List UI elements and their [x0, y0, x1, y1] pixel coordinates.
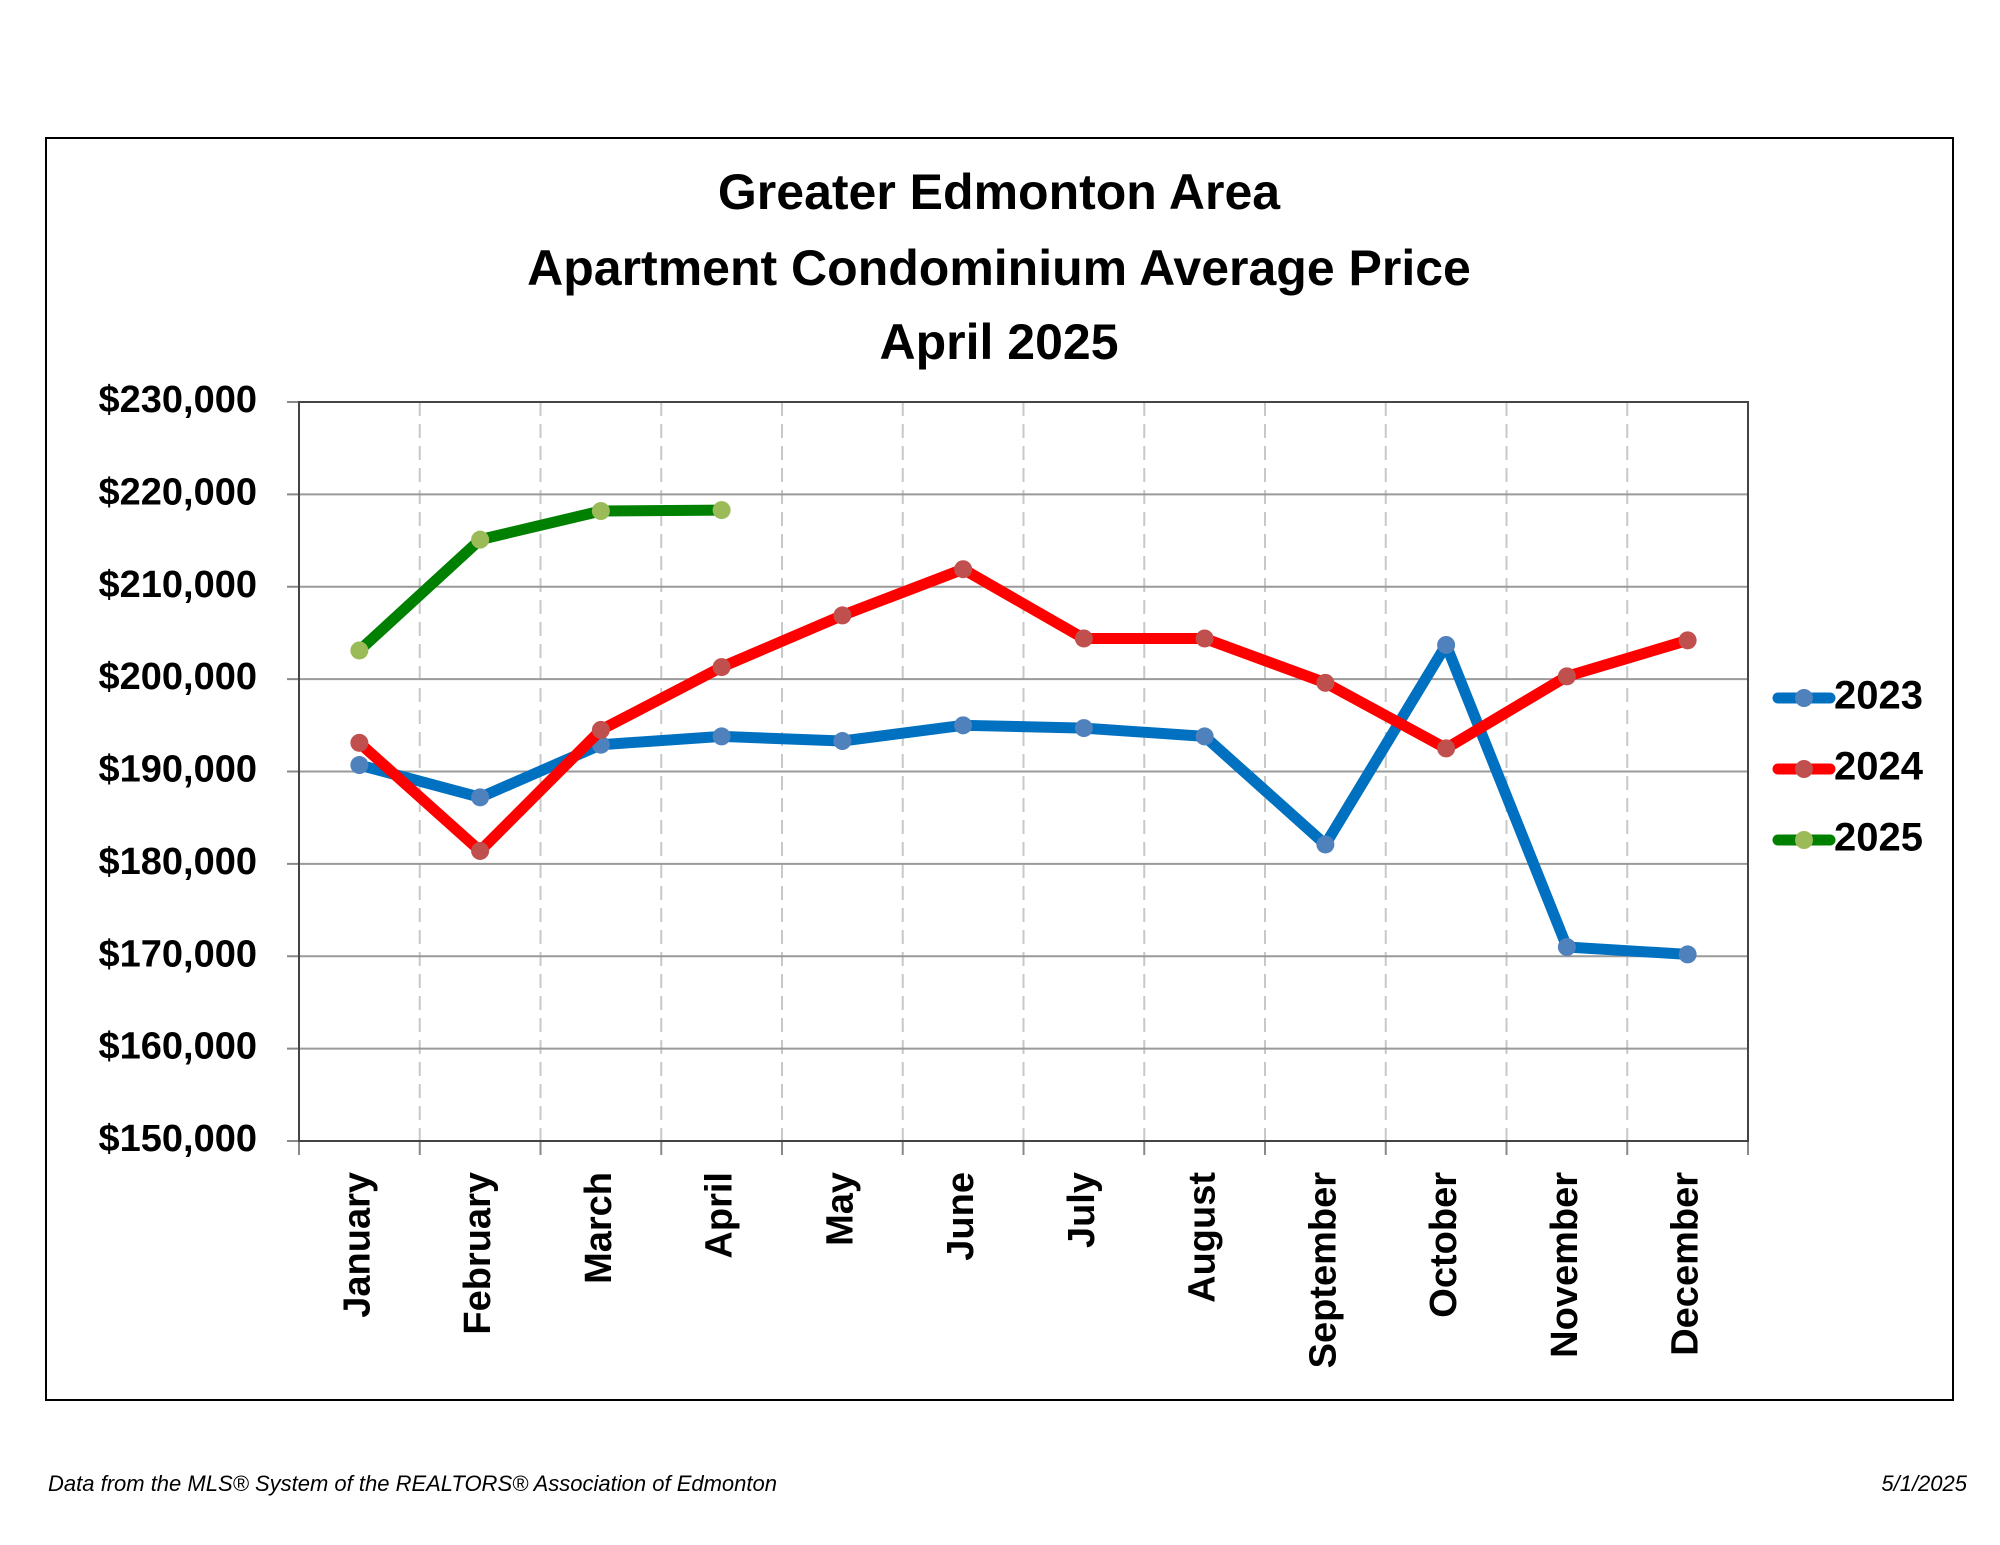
chart-title: Apartment Condominium Average Price [527, 240, 1471, 296]
chart-title: Greater Edmonton Area [718, 164, 1281, 220]
x-tick-label: October [1423, 1172, 1465, 1318]
data-point [712, 501, 731, 520]
data-point [833, 732, 852, 751]
series-line [355, 504, 722, 655]
data-point [833, 606, 852, 625]
legend-label: 2024 [1834, 745, 1924, 789]
chart-title: April 2025 [879, 314, 1118, 370]
x-tick-label: April [699, 1172, 741, 1259]
data-point [1437, 739, 1456, 758]
data-point [1195, 629, 1214, 648]
x-tick-label: September [1302, 1172, 1344, 1369]
source-note: Data from the MLS® System of the REALTOR… [48, 1471, 777, 1496]
data-point [591, 720, 610, 739]
y-tick-label: $170,000 [99, 933, 258, 975]
x-tick-label: March [578, 1172, 620, 1284]
y-tick-label: $190,000 [99, 749, 258, 791]
data-point [712, 727, 731, 746]
data-point [954, 716, 973, 735]
y-tick-label: $200,000 [99, 656, 258, 698]
x-tick-label: July [1061, 1172, 1103, 1248]
data-point [954, 560, 973, 579]
legend-marker [1795, 689, 1813, 707]
y-tick-label: $230,000 [99, 379, 258, 421]
date-note: 5/1/2025 [1881, 1471, 1967, 1496]
data-point [471, 530, 490, 549]
y-tick-label: $180,000 [99, 841, 258, 883]
legend-marker [1795, 831, 1813, 849]
x-tick-label: December [1665, 1172, 1707, 1356]
data-point [350, 756, 369, 775]
data-point [1074, 629, 1093, 648]
y-tick-label: $210,000 [99, 564, 258, 606]
data-point [350, 733, 369, 752]
y-tick-label: $160,000 [99, 1026, 258, 1068]
data-point [1557, 667, 1576, 686]
x-tick-label: August [1182, 1172, 1224, 1303]
x-tick-label: February [457, 1172, 499, 1335]
y-tick-label: $150,000 [99, 1118, 258, 1160]
x-tick-label: May [819, 1172, 861, 1246]
y-tick-label: $220,000 [99, 471, 258, 513]
data-point [1074, 719, 1093, 738]
data-point [712, 658, 731, 677]
plot-frame [298, 401, 1749, 1142]
x-tick-label: January [336, 1172, 378, 1318]
data-point [1557, 938, 1576, 957]
data-point [1678, 631, 1697, 650]
data-point [1195, 727, 1214, 746]
data-point [1437, 635, 1456, 654]
data-point [591, 502, 610, 521]
data-point [350, 641, 369, 660]
data-point [1316, 673, 1335, 692]
series-line [355, 563, 1690, 857]
legend-label: 2023 [1834, 674, 1923, 718]
legend-marker [1795, 760, 1813, 778]
data-point [471, 788, 490, 807]
x-tick-label: November [1544, 1172, 1586, 1358]
data-point [1678, 945, 1697, 964]
x-tick-label: June [940, 1172, 982, 1261]
legend-label: 2025 [1834, 816, 1923, 860]
data-point [471, 841, 490, 860]
data-point [1316, 835, 1335, 854]
